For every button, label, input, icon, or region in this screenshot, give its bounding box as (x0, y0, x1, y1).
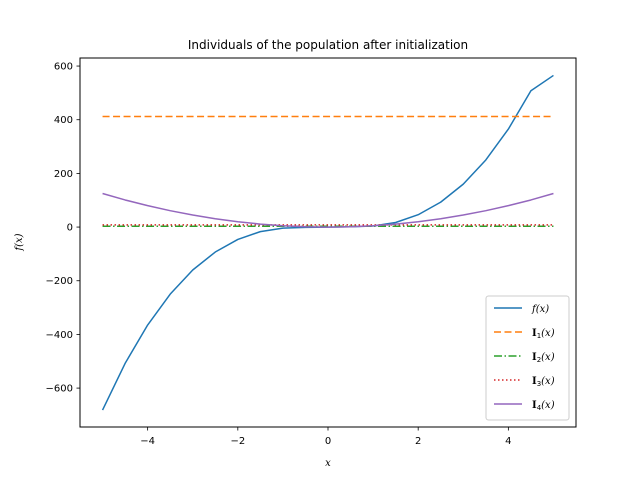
x-tick-label: 4 (505, 436, 511, 447)
y-tick-label: −600 (46, 384, 73, 395)
y-tick-label: 0 (67, 223, 73, 234)
y-tick-label: 200 (54, 169, 73, 180)
y-tick-label: 400 (54, 115, 73, 126)
legend-entry-4: I3(x) (532, 376, 555, 388)
x-axis-label: x (325, 458, 331, 469)
legend: f(x) I1(x) I2(x) I3(x) I4(x) (485, 295, 570, 421)
series-line-5 (102, 192, 554, 228)
y-axis-label: f(x) (14, 233, 25, 251)
y-tick-label: −400 (46, 330, 73, 341)
legend-entry-3: I2(x) (532, 352, 555, 364)
chart-title: Individuals of the population after init… (188, 38, 468, 52)
legend-entry-2: I1(x) (532, 328, 555, 340)
x-tick-label: 0 (325, 436, 331, 447)
y-axis: −600 −400 −200 0 200 400 600 (46, 62, 80, 395)
x-axis: −4 −2 0 2 4 (140, 427, 512, 447)
x-tick-label: −2 (230, 436, 245, 447)
y-tick-label: 600 (54, 62, 73, 73)
plot-area (101, 74, 554, 411)
legend-box (485, 295, 570, 421)
x-tick-label: 2 (415, 436, 421, 447)
y-tick-label: −200 (46, 276, 73, 287)
x-tick-label: −4 (140, 436, 155, 447)
legend-entry-1: f(x) (531, 304, 549, 315)
legend-entry-5: I4(x) (532, 400, 555, 412)
